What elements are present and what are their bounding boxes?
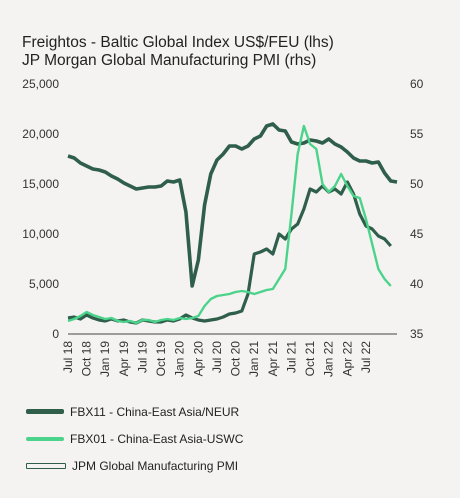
legend-swatch-fbx11 [26, 409, 64, 414]
y-right-tick-label: 50 [410, 177, 424, 191]
series-line-fbx11 [67, 180, 392, 325]
x-tick-label: Jan 20 [173, 341, 187, 377]
y-right-tick-label: 60 [410, 77, 424, 91]
y-left-tick-label: 15,000 [22, 177, 59, 191]
chart-title-line-1: Freightos - Baltic Global Index US$/FEU … [22, 34, 334, 51]
y-left-tick-label: 25,000 [22, 77, 59, 91]
x-tick-label: Apr 19 [117, 341, 131, 377]
series-line-pmi-outline [67, 122, 398, 288]
x-tick-label: Oct 19 [154, 341, 168, 377]
x-tick-label: Jan 21 [247, 341, 261, 377]
legend-swatch-fbx01 [26, 436, 64, 441]
series-line-pmi [67, 123, 398, 287]
y-left-tick-label: 20,000 [22, 127, 59, 141]
y-right-tick-label: 55 [410, 127, 424, 141]
x-tick-label: Apr 20 [191, 341, 205, 377]
y-left-tick-label: 10,000 [22, 227, 59, 241]
x-tick-label: Jul 20 [210, 341, 224, 373]
x-tick-label: Apr 21 [266, 341, 280, 377]
x-tick-label: Jan 19 [98, 341, 112, 377]
chart-axes: 0 5,000 10,000 15,000 20,000 25,000 35 40 45 50 55… [22, 77, 423, 377]
y-right-tick-label: 40 [410, 277, 424, 291]
x-tick-label: Jul 18 [61, 341, 75, 373]
legend-item-fbx11: FBX11 - China-East Asia/NEUR [26, 398, 243, 425]
legend-item-fbx01: FBX01 - China-East Asia-USWC [26, 425, 243, 452]
chart-title-line-2: JP Morgan Global Manufacturing PMI (rhs) [22, 52, 317, 69]
legend-label-pmi: JPM Global Manufacturing PMI [72, 458, 239, 473]
chart-series [67, 122, 398, 325]
x-tick-label: Jul 22 [359, 341, 373, 373]
x-tick-label: Jan 22 [322, 341, 336, 377]
chart-legend: FBX11 - China-East Asia/NEUR FBX01 - Chi… [26, 398, 243, 479]
series-line-fbx01 [67, 124, 392, 325]
x-tick-label: Oct 18 [80, 341, 94, 377]
y-left-tick-label: 5,000 [29, 277, 59, 291]
y-left-tick-label: 0 [52, 327, 59, 341]
x-tick-label: Jul 21 [284, 341, 298, 373]
x-tick-label: Jul 19 [135, 341, 149, 373]
y-right-tick-label: 45 [410, 227, 424, 241]
x-tick-label: Oct 20 [229, 341, 243, 377]
legend-label-fbx11: FBX11 - China-East Asia/NEUR [70, 404, 240, 419]
legend-label-fbx01: FBX01 - China-East Asia-USWC [70, 431, 244, 446]
legend-swatch-pmi [26, 462, 66, 469]
chart-title: Freightos - Baltic Global Index US$/FEU … [22, 34, 334, 70]
x-tick-label: Apr 22 [340, 341, 354, 377]
y-right-tick-label: 35 [410, 327, 424, 341]
legend-item-pmi: JPM Global Manufacturing PMI [26, 452, 243, 479]
x-tick-label: Oct 21 [303, 341, 317, 377]
